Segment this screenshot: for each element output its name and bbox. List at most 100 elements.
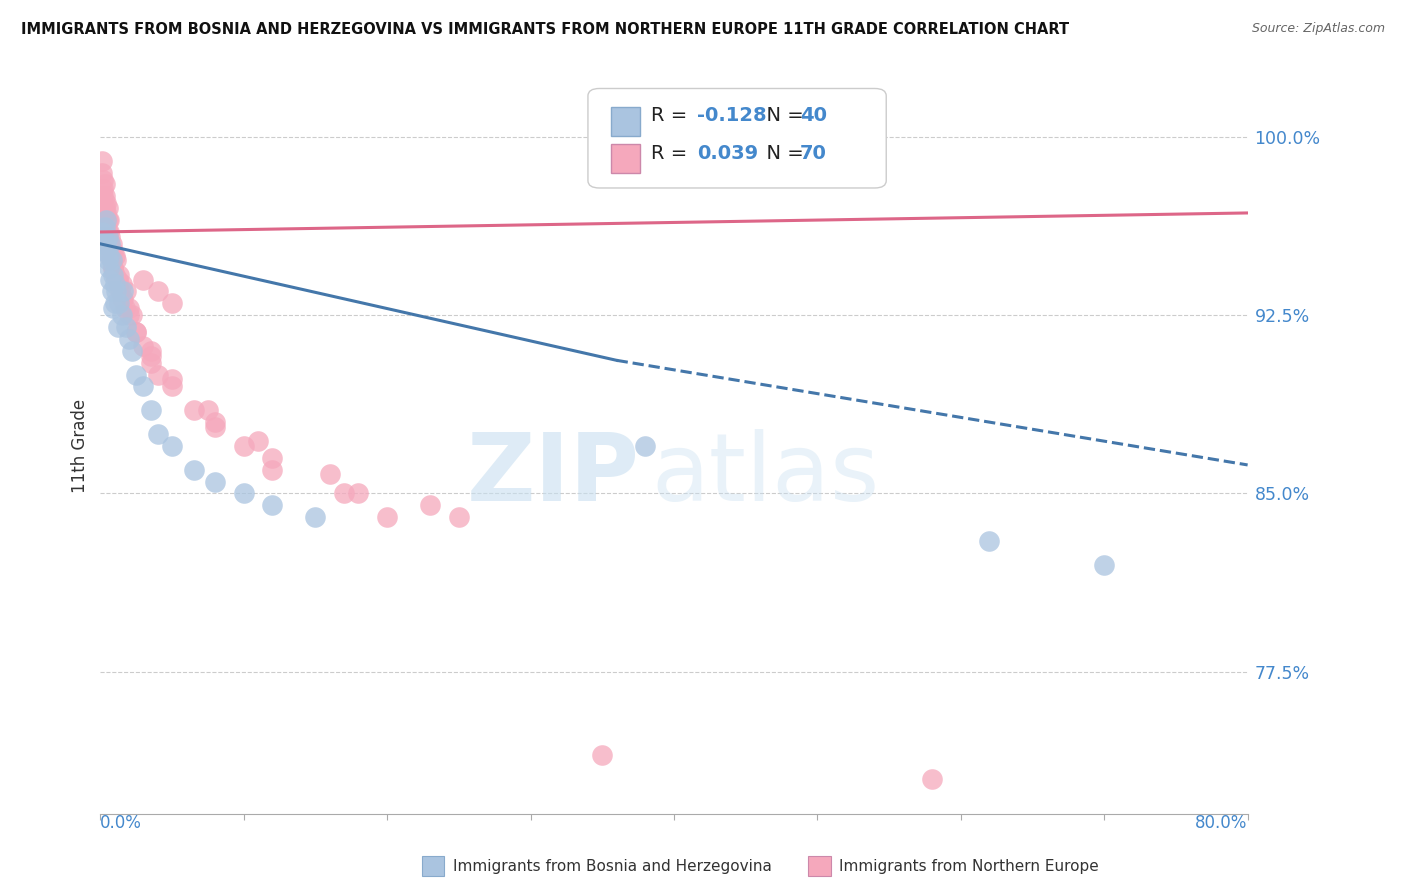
FancyBboxPatch shape xyxy=(610,107,640,136)
Point xyxy=(90,225,112,239)
Point xyxy=(101,285,124,299)
Point xyxy=(160,372,183,386)
Text: 0.0%: 0.0% xyxy=(100,814,142,832)
Point xyxy=(183,463,205,477)
Point xyxy=(333,486,356,500)
Point xyxy=(160,296,183,310)
Point xyxy=(94,236,117,251)
Point xyxy=(111,277,134,292)
Point xyxy=(262,450,284,465)
Point xyxy=(94,213,117,227)
Point xyxy=(197,403,219,417)
Text: 70: 70 xyxy=(800,144,827,163)
Point xyxy=(112,292,135,306)
Point xyxy=(100,229,122,244)
Point xyxy=(93,244,115,258)
Point xyxy=(93,189,115,203)
Point xyxy=(97,236,120,251)
Point xyxy=(111,292,134,306)
Point xyxy=(146,285,169,299)
Point xyxy=(132,272,155,286)
Point xyxy=(94,206,117,220)
Point xyxy=(1092,558,1115,572)
Point xyxy=(96,225,118,239)
Point xyxy=(447,510,470,524)
Point xyxy=(139,356,162,370)
Point xyxy=(304,510,326,524)
Point xyxy=(146,368,169,382)
Point xyxy=(110,285,132,299)
Point xyxy=(375,510,398,524)
Point xyxy=(204,415,226,429)
Point xyxy=(419,499,441,513)
Point xyxy=(107,320,129,334)
Text: IMMIGRANTS FROM BOSNIA AND HERZEGOVINA VS IMMIGRANTS FROM NORTHERN EUROPE 11TH G: IMMIGRANTS FROM BOSNIA AND HERZEGOVINA V… xyxy=(21,22,1069,37)
Point xyxy=(94,213,117,227)
Point xyxy=(91,172,114,186)
Point xyxy=(101,253,124,268)
Point xyxy=(112,285,135,299)
Point xyxy=(105,285,128,299)
Text: 40: 40 xyxy=(800,106,827,125)
Point xyxy=(347,486,370,500)
Point xyxy=(319,467,342,482)
Y-axis label: 11th Grade: 11th Grade xyxy=(72,399,89,493)
Point xyxy=(97,249,120,263)
Point xyxy=(139,349,162,363)
Point xyxy=(101,253,124,268)
FancyBboxPatch shape xyxy=(610,144,640,173)
Point xyxy=(103,268,125,282)
Point xyxy=(634,439,657,453)
Point xyxy=(204,420,226,434)
Point xyxy=(262,463,284,477)
Text: N =: N = xyxy=(754,106,810,125)
Point xyxy=(93,220,115,235)
Point xyxy=(107,272,129,286)
Point xyxy=(115,320,138,334)
Point xyxy=(108,296,131,310)
Point xyxy=(105,253,128,268)
Point xyxy=(121,343,143,358)
Point xyxy=(232,439,254,453)
Text: atlas: atlas xyxy=(651,429,879,522)
Point xyxy=(90,153,112,168)
Point xyxy=(104,277,127,292)
Point xyxy=(160,379,183,393)
Text: 80.0%: 80.0% xyxy=(1195,814,1247,832)
Point xyxy=(103,260,125,275)
Point xyxy=(104,296,127,310)
Point xyxy=(160,439,183,453)
Point xyxy=(96,253,118,268)
Text: 0.039: 0.039 xyxy=(697,144,758,163)
Text: Immigrants from Bosnia and Herzegovina: Immigrants from Bosnia and Herzegovina xyxy=(453,859,772,873)
Point xyxy=(121,308,143,322)
Point xyxy=(139,343,162,358)
Point xyxy=(103,301,125,315)
Point xyxy=(97,213,120,227)
Point xyxy=(103,260,125,275)
Point xyxy=(921,772,943,786)
Point xyxy=(91,229,114,244)
Point xyxy=(101,236,124,251)
Text: R =: R = xyxy=(651,106,693,125)
Point xyxy=(118,332,141,346)
Point xyxy=(96,229,118,244)
Point xyxy=(107,277,129,292)
Point xyxy=(115,285,138,299)
Point xyxy=(100,249,122,263)
Point xyxy=(93,225,115,239)
Point xyxy=(247,434,270,449)
Point xyxy=(118,301,141,315)
Text: Source: ZipAtlas.com: Source: ZipAtlas.com xyxy=(1251,22,1385,36)
Point xyxy=(97,225,120,239)
Point xyxy=(114,301,136,315)
Point xyxy=(93,201,115,215)
Text: R =: R = xyxy=(651,144,693,163)
Point xyxy=(132,379,155,393)
FancyBboxPatch shape xyxy=(588,88,886,188)
Point xyxy=(125,368,148,382)
Point xyxy=(204,475,226,489)
Point xyxy=(91,236,114,251)
Point xyxy=(90,165,112,179)
Point xyxy=(100,236,122,251)
